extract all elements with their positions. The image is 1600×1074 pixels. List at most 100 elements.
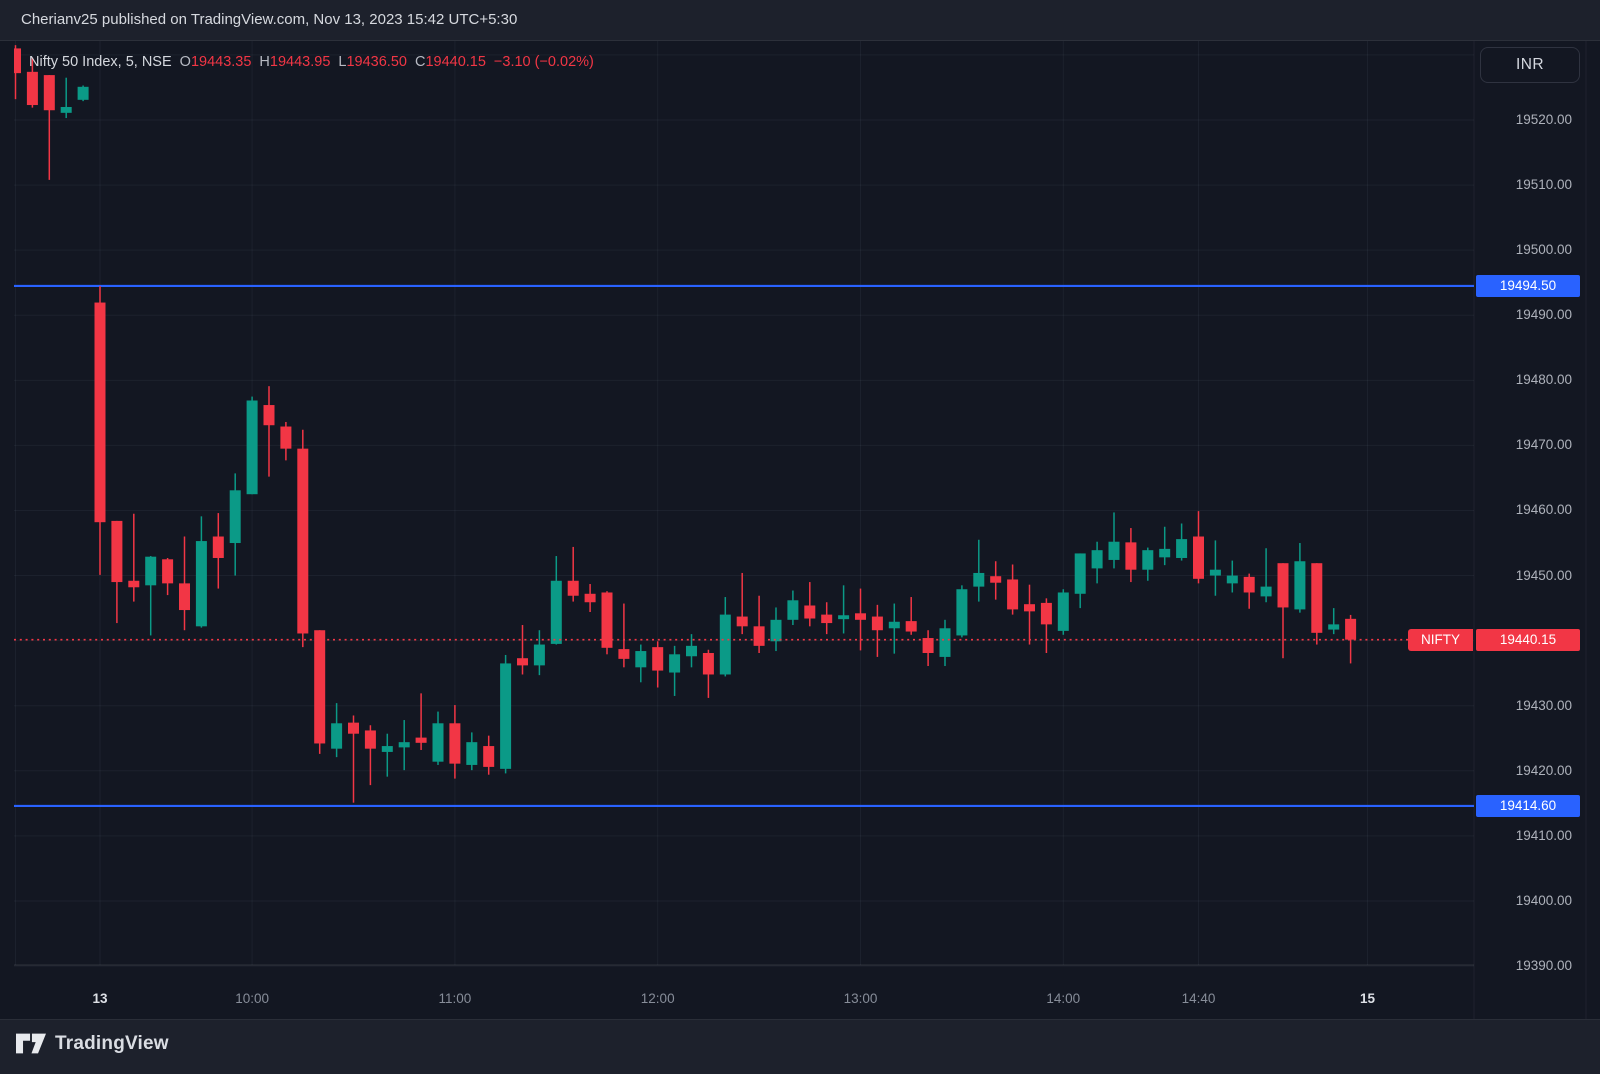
candle-body bbox=[855, 613, 866, 620]
candle-body bbox=[939, 628, 951, 657]
candle-body bbox=[753, 626, 765, 646]
candle-body bbox=[1024, 604, 1035, 612]
candle-body bbox=[787, 600, 799, 620]
ohlc-item: H19443.95 bbox=[259, 54, 331, 70]
candle-body bbox=[1091, 550, 1103, 569]
candle-body bbox=[1074, 553, 1086, 594]
ohlc-item: C19440.15 bbox=[414, 54, 486, 70]
candle-body bbox=[331, 723, 343, 749]
candle-body bbox=[1193, 536, 1204, 579]
price-tick-label: 19450.00 bbox=[1515, 567, 1572, 583]
candle-body bbox=[770, 619, 782, 642]
candle-body bbox=[77, 86, 89, 100]
time-tick-label: 13:00 bbox=[843, 991, 878, 1006]
candle-body bbox=[179, 583, 190, 611]
price-tick-label: 19500.00 bbox=[1515, 242, 1572, 258]
resistance-price-label: 19494.50 bbox=[1476, 274, 1580, 297]
time-tick-label: 10:00 bbox=[235, 991, 269, 1006]
candle-body bbox=[1057, 592, 1069, 631]
last-price-label: 19440.15 bbox=[1476, 628, 1580, 651]
candle-body bbox=[364, 730, 376, 749]
candle-body bbox=[871, 616, 883, 631]
candle-body bbox=[584, 593, 596, 603]
publish-info-text: Cherianv25 published on TradingView.com,… bbox=[21, 11, 518, 28]
change-value: −3.10 (−0.02%) bbox=[493, 54, 594, 70]
candle-body bbox=[195, 541, 207, 627]
candle-body bbox=[381, 746, 393, 752]
tradingview-link[interactable]: TradingView bbox=[16, 1032, 169, 1055]
candle-body bbox=[1108, 541, 1120, 560]
symbol-price-tag: NIFTY bbox=[1408, 628, 1473, 651]
candle-body bbox=[500, 663, 512, 769]
candle-body bbox=[956, 589, 968, 636]
candle-body bbox=[449, 723, 461, 764]
candle-body bbox=[1345, 618, 1357, 640]
publish-header: Cherianv25 published on TradingView.com,… bbox=[0, 0, 1600, 41]
candle-body bbox=[43, 75, 55, 111]
candle-body bbox=[398, 742, 410, 748]
candle-body bbox=[1277, 563, 1289, 608]
candle-body bbox=[1125, 542, 1137, 570]
candle-body bbox=[618, 649, 630, 659]
candle-body bbox=[905, 621, 917, 632]
candle-body bbox=[415, 737, 427, 743]
candle-body bbox=[838, 615, 850, 620]
candle-body bbox=[567, 580, 579, 596]
price-tick-label: 19520.00 bbox=[1515, 112, 1572, 127]
candle-body bbox=[1294, 561, 1306, 610]
candle-body bbox=[60, 106, 72, 113]
candle-body bbox=[1243, 576, 1255, 593]
candle-body bbox=[517, 658, 528, 666]
price-tick-label: 19490.00 bbox=[1515, 307, 1572, 323]
candle-body bbox=[888, 621, 900, 629]
candle-body bbox=[804, 605, 816, 619]
candle-body bbox=[736, 616, 748, 627]
price-tick-label: 19420.00 bbox=[1515, 762, 1572, 778]
price-tick-label: 19400.00 bbox=[1515, 892, 1572, 908]
candle-body bbox=[297, 448, 309, 634]
candle-body bbox=[1159, 548, 1171, 558]
price-tick-label: 19470.00 bbox=[1515, 437, 1572, 453]
ohlc-item: L19436.50 bbox=[338, 54, 407, 70]
candle-body bbox=[94, 302, 106, 523]
candle-body bbox=[1328, 624, 1340, 630]
candle-body bbox=[280, 426, 292, 449]
candle-body bbox=[702, 653, 714, 675]
price-tick-label: 19390.00 bbox=[1515, 958, 1572, 974]
candle-body bbox=[669, 654, 681, 673]
candle-body bbox=[128, 580, 140, 588]
time-tick-label: 11:00 bbox=[438, 991, 472, 1006]
price-tick-label: 19480.00 bbox=[1515, 372, 1572, 388]
price-tick-label: 19510.00 bbox=[1515, 177, 1572, 193]
candle-body bbox=[719, 614, 731, 675]
symbol-title: Nifty 50 Index, 5, NSE bbox=[29, 54, 172, 70]
time-tick-label: 14:00 bbox=[1046, 991, 1081, 1006]
candle-body bbox=[1176, 539, 1188, 558]
time-tick-label: 13 bbox=[92, 991, 108, 1006]
candle-body bbox=[990, 576, 1002, 583]
candle-body bbox=[1226, 575, 1238, 584]
candle-body bbox=[1007, 579, 1019, 610]
footer: TradingView bbox=[0, 1019, 1600, 1074]
price-tick-label: 19460.00 bbox=[1515, 502, 1572, 518]
tradingview-logo-icon bbox=[16, 1033, 46, 1054]
tradingview-brand-text: TradingView bbox=[55, 1032, 169, 1054]
candle-body bbox=[145, 556, 157, 586]
candle-body bbox=[821, 614, 833, 624]
candle-body bbox=[432, 723, 444, 762]
candle-body bbox=[483, 746, 495, 767]
candle-body bbox=[533, 644, 545, 666]
candle-body bbox=[1040, 602, 1052, 625]
currency-button[interactable]: INR bbox=[1480, 47, 1580, 83]
support-price-label: 19414.60 bbox=[1476, 794, 1580, 817]
candle-body bbox=[263, 405, 275, 426]
candle-body bbox=[601, 592, 613, 648]
candle-body bbox=[973, 572, 985, 587]
candle-body bbox=[111, 520, 123, 583]
candle-body bbox=[246, 400, 258, 495]
candle-body bbox=[635, 651, 647, 668]
candle-body bbox=[212, 536, 224, 558]
time-tick-label: 14:40 bbox=[1181, 991, 1216, 1006]
